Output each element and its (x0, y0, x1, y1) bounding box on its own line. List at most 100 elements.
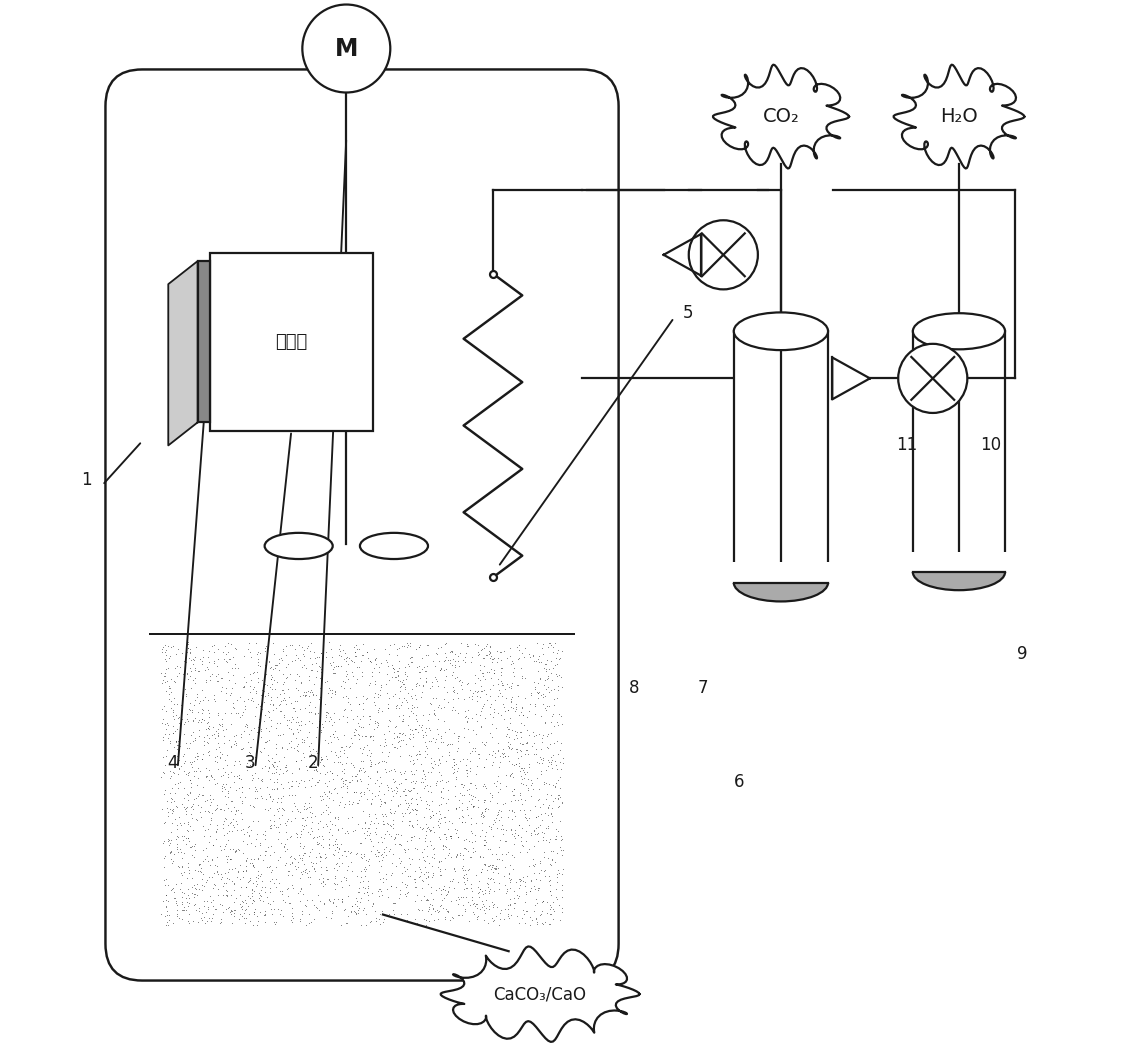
Point (325, 658, 343, 675)
Point (528, 880, 546, 897)
Point (251, 887, 269, 904)
Point (157, 721, 175, 738)
Point (480, 680, 498, 697)
Point (347, 674, 365, 691)
Point (332, 658, 350, 675)
Point (309, 836, 327, 853)
Point (371, 678, 389, 695)
Point (548, 690, 565, 707)
Point (272, 714, 289, 731)
Point (295, 862, 313, 879)
Point (258, 733, 276, 750)
Point (325, 665, 343, 681)
Point (527, 808, 545, 825)
Polygon shape (168, 261, 197, 445)
Point (238, 823, 256, 840)
Point (399, 817, 417, 834)
Point (371, 681, 389, 698)
Point (525, 746, 543, 762)
Point (379, 699, 397, 716)
Point (337, 737, 355, 754)
Point (352, 820, 370, 837)
Point (337, 796, 355, 813)
Point (445, 860, 463, 877)
Point (407, 691, 425, 708)
Point (377, 652, 395, 669)
Point (512, 748, 530, 764)
Point (385, 831, 403, 847)
Point (396, 770, 414, 786)
Point (402, 720, 420, 737)
Point (546, 775, 564, 792)
Point (368, 762, 386, 779)
Point (176, 680, 194, 697)
Point (296, 779, 314, 796)
Point (518, 902, 536, 919)
Point (445, 754, 463, 771)
Point (515, 763, 533, 780)
Point (514, 873, 532, 889)
Point (498, 880, 516, 897)
Point (414, 727, 432, 743)
Point (181, 772, 199, 789)
Point (343, 794, 361, 811)
Point (386, 686, 404, 702)
Point (193, 653, 211, 670)
Point (292, 752, 310, 769)
Ellipse shape (913, 554, 1005, 590)
Point (417, 727, 435, 743)
Point (360, 716, 378, 733)
Point (519, 756, 537, 773)
Point (408, 886, 426, 903)
Point (165, 711, 183, 728)
Point (486, 812, 504, 828)
Point (360, 676, 378, 693)
Point (176, 753, 194, 770)
Point (353, 741, 371, 758)
Point (458, 798, 476, 815)
Point (162, 670, 180, 687)
Point (220, 650, 238, 667)
Point (407, 801, 425, 818)
Point (268, 689, 286, 706)
Point (342, 701, 360, 718)
Point (534, 659, 552, 676)
Point (321, 892, 339, 909)
Point (522, 824, 540, 841)
Point (405, 779, 423, 796)
Point (394, 807, 412, 824)
Point (432, 660, 450, 677)
Point (453, 674, 471, 691)
Point (386, 830, 404, 846)
Point (375, 726, 393, 742)
Point (380, 712, 398, 729)
Point (472, 700, 490, 717)
Point (325, 713, 343, 730)
Point (224, 811, 242, 827)
Point (493, 746, 511, 762)
Point (524, 647, 542, 664)
Point (433, 748, 451, 764)
Point (384, 864, 402, 881)
Point (248, 876, 266, 892)
Point (201, 834, 219, 851)
Point (457, 756, 475, 773)
Point (516, 670, 534, 687)
Point (393, 813, 411, 830)
Point (193, 700, 211, 717)
Point (421, 694, 439, 711)
Point (407, 678, 425, 695)
Point (402, 731, 420, 748)
Point (180, 739, 197, 756)
Point (397, 692, 415, 709)
Point (202, 816, 220, 833)
Point (408, 796, 426, 813)
Point (525, 735, 543, 752)
Point (515, 716, 533, 733)
Point (247, 780, 265, 797)
Point (219, 634, 237, 651)
Point (460, 912, 478, 929)
Point (444, 909, 462, 926)
Point (327, 747, 344, 763)
Point (526, 897, 544, 914)
